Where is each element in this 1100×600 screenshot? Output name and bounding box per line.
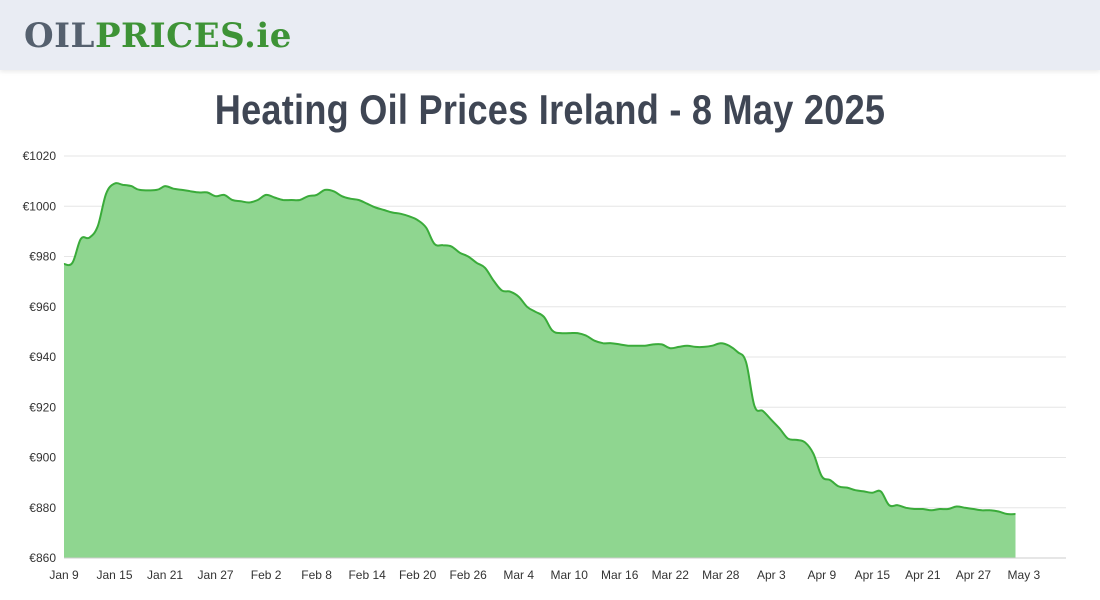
- price-area: [64, 183, 1016, 558]
- site-header: OILPRICES.ie: [0, 0, 1100, 70]
- x-tick-label: Mar 28: [702, 568, 740, 582]
- x-tick-label: Feb 2: [251, 568, 282, 582]
- site-logo[interactable]: OILPRICES.ie: [24, 16, 292, 56]
- x-tick-label: Jan 21: [147, 568, 183, 582]
- x-tick-label: May 3: [1008, 568, 1041, 582]
- x-tick-label: Mar 16: [601, 568, 639, 582]
- x-tick-label: Mar 22: [652, 568, 690, 582]
- y-axis: €860 €880 €900 €920 €940 €960 €980 €1000 €1020: [23, 149, 57, 565]
- y-tick-label: €1020: [23, 149, 57, 163]
- x-tick-label: Feb 14: [348, 568, 386, 582]
- logo-prices-text: PRICES: [94, 16, 244, 56]
- x-tick-label: Mar 4: [503, 568, 534, 582]
- y-tick-label: €880: [29, 501, 56, 515]
- x-tick-label: Apr 21: [905, 568, 941, 582]
- x-tick-label: Apr 27: [956, 568, 992, 582]
- price-line: [63, 182, 1016, 516]
- x-tick-label: Apr 3: [757, 568, 786, 582]
- x-tick-label: Feb 8: [301, 568, 332, 582]
- page-title: Heating Oil Prices Ireland - 8 May 2025: [214, 86, 886, 133]
- x-tick-label: Jan 27: [198, 568, 234, 582]
- x-tick-label: Jan 15: [97, 568, 133, 582]
- y-tick-label: €1000: [23, 199, 57, 213]
- x-tick-label: Apr 9: [807, 568, 836, 582]
- y-tick-label: €920: [29, 400, 56, 414]
- y-tick-label: €960: [29, 300, 56, 314]
- x-tick-label: Jan 9: [49, 568, 79, 582]
- x-tick-label: Apr 15: [855, 568, 891, 582]
- y-tick-label: €860: [29, 551, 56, 565]
- x-tick-label: Feb 20: [399, 568, 437, 582]
- x-axis: Jan 9 Jan 15 Jan 21 Jan 27 Feb 2 Feb 8 Feb 14 F…: [49, 557, 1066, 582]
- x-tick-label: Mar 10: [551, 568, 589, 582]
- logo-ie-text: .ie: [243, 16, 292, 56]
- y-tick-label: €940: [29, 350, 56, 364]
- y-tick-label: €980: [29, 250, 56, 264]
- logo-oil-text: OIL: [24, 16, 95, 56]
- y-tick-label: €900: [29, 451, 56, 465]
- x-tick-label: Feb 26: [449, 568, 487, 582]
